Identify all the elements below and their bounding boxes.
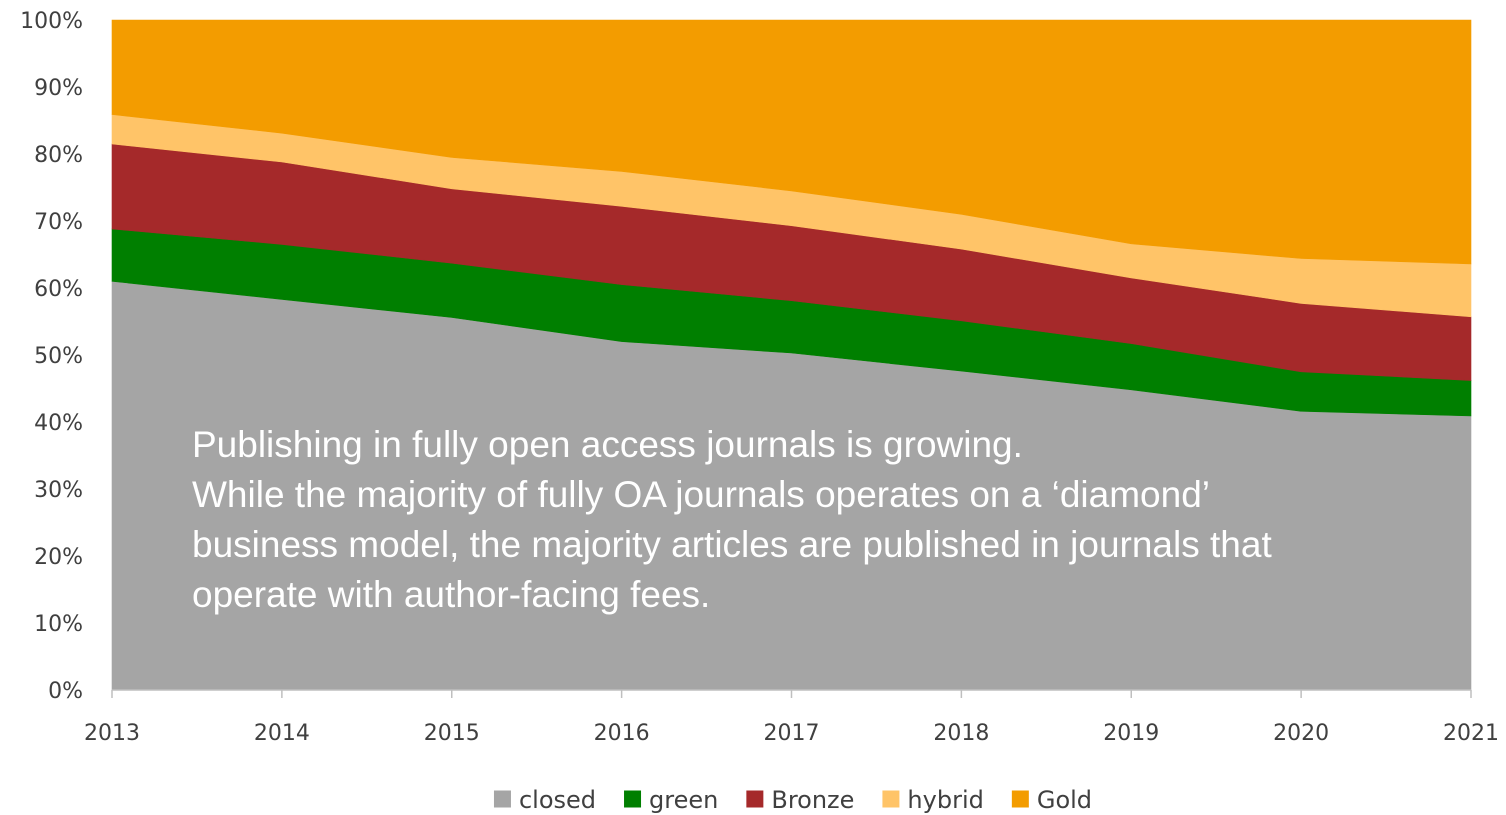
- legend-swatch: [493, 790, 511, 808]
- y-tick-label: 50%: [34, 344, 83, 369]
- annotation-line-3: business model, the majority articles ar…: [192, 524, 1272, 565]
- legend-item-green: green: [624, 786, 718, 814]
- y-tick-label: 80%: [34, 143, 83, 168]
- legend-label: Bronze: [771, 786, 854, 814]
- legend-label: closed: [519, 786, 596, 814]
- legend-label: Gold: [1037, 786, 1092, 814]
- x-tick-label: 2014: [254, 721, 310, 746]
- area-gold: [111, 19, 1472, 265]
- y-tick-label: 100%: [20, 9, 83, 34]
- y-tick-label: 0%: [48, 679, 83, 704]
- annotation-line-2: While the majority of fully OA journals …: [192, 474, 1211, 515]
- area-layer: [111, 19, 1472, 691]
- annotation-line-4: operate with author-facing fees.: [192, 574, 711, 615]
- y-tick-label: 10%: [34, 612, 83, 637]
- y-tick-label: 90%: [34, 76, 83, 101]
- x-tick-label: 2015: [424, 721, 480, 746]
- legend-swatch: [1011, 790, 1029, 808]
- legend-item-hybrid: hybrid: [882, 786, 984, 814]
- legend-label: green: [649, 786, 718, 814]
- annotation-line-1: Publishing in fully open access journals…: [192, 424, 1023, 465]
- x-tick-label: 2016: [594, 721, 650, 746]
- x-tick-label: 2020: [1273, 721, 1329, 746]
- y-tick-label: 70%: [34, 210, 83, 235]
- legend-label: hybrid: [907, 786, 983, 814]
- chart-annotation: Publishing in fully open access journals…: [192, 420, 1482, 620]
- x-tick-label: 2013: [84, 721, 140, 746]
- x-tick-label: 2019: [1103, 721, 1159, 746]
- x-tick-label: 2018: [933, 721, 989, 746]
- x-tick-label: 2017: [764, 721, 820, 746]
- legend: closed green Bronze hybrid Gold: [493, 786, 1092, 814]
- y-axis: 0% 10% 20% 30% 40% 50% 60% 70% 80% 90% 100%: [20, 9, 83, 704]
- y-tick-label: 60%: [34, 277, 83, 302]
- legend-item-gold: Gold: [1011, 786, 1092, 814]
- legend-item-closed: closed: [493, 786, 596, 814]
- legend-swatch: [746, 790, 764, 808]
- legend-item-bronze: Bronze: [746, 786, 854, 814]
- y-tick-label: 20%: [34, 545, 83, 570]
- y-tick-label: 30%: [34, 478, 83, 503]
- x-tick-label: 2021: [1443, 721, 1499, 746]
- y-tick-label: 40%: [34, 411, 83, 436]
- legend-swatch: [624, 790, 642, 808]
- x-axis: 2013 2014 2015 2016 2017 2018 2019 2020 2021: [84, 689, 1499, 746]
- legend-swatch: [882, 790, 900, 808]
